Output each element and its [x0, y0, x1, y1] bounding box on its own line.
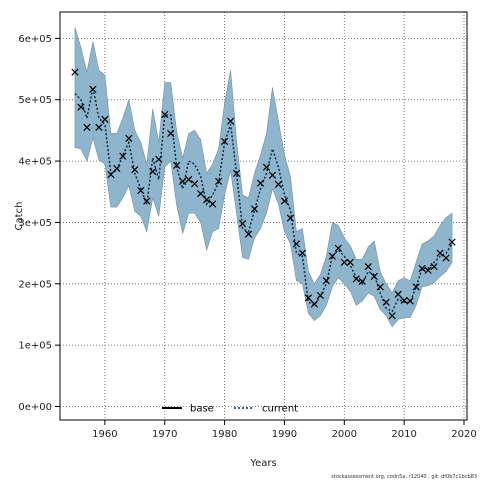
observation-point: [191, 180, 199, 188]
observation-point: [173, 161, 181, 170]
observation-point: [424, 266, 432, 274]
observation-point: [95, 123, 103, 131]
observation-point: [286, 214, 295, 222]
observation-point: [310, 300, 318, 308]
observation-point: [382, 298, 390, 306]
legend-label-base: base: [190, 404, 214, 415]
observation-point: [244, 230, 253, 238]
observation-point: [256, 179, 265, 187]
observation-point: [101, 115, 109, 123]
x-tick-label: 2000: [332, 429, 357, 440]
observation-point: [268, 171, 277, 179]
observation-point: [400, 296, 408, 304]
x-tick-label: 1960: [92, 429, 117, 440]
observation-point: [292, 240, 301, 248]
observation-point: [328, 252, 336, 260]
observation-point: [220, 137, 229, 146]
observation-point: [89, 85, 97, 93]
y-tick-label: 0e+00: [18, 402, 52, 413]
observation-point: [71, 68, 79, 76]
observation-point: [430, 262, 438, 271]
x-tick-label: 1970: [152, 429, 177, 440]
observation-point: [107, 170, 115, 179]
observation-point: [143, 197, 151, 205]
x-axis: 1960 1970 1980 1990 2000 2010 2020: [92, 420, 477, 440]
observation-point: [125, 134, 133, 143]
observation-point: [179, 177, 187, 185]
observation-point: [346, 258, 354, 266]
observation-point: [340, 258, 348, 266]
observation-point: [155, 155, 163, 163]
y-tick-label: 5e+05: [18, 95, 52, 106]
x-tick-label: 2020: [451, 429, 476, 440]
observation-point: [280, 197, 289, 205]
y-tick-label: 6e+05: [18, 34, 52, 45]
observation-point: [83, 123, 91, 131]
observation-point: [137, 186, 145, 195]
x-tick-label: 1990: [272, 429, 297, 440]
observation-point: [149, 167, 157, 176]
observation-point: [358, 277, 366, 285]
confidence-band: [74, 27, 453, 328]
observation-point: [226, 117, 235, 125]
series-points-layer: [71, 68, 456, 320]
y-axis-label: Catch: [14, 202, 25, 231]
observation-point: [274, 180, 283, 189]
y-tick-label: 4e+05: [18, 157, 52, 168]
observation-point: [370, 272, 378, 281]
plot-frame: [59, 11, 468, 421]
observation-point: [406, 297, 414, 305]
observation-point: [77, 103, 85, 111]
footnote: stockassessment.org, codn5a, r12040 , gi…: [331, 474, 477, 480]
observation-point: [334, 244, 342, 252]
observation-point: [352, 275, 360, 283]
observation-point: [316, 291, 324, 300]
observation-point: [203, 196, 211, 204]
observation-point: [161, 110, 169, 119]
legend: base current: [162, 404, 298, 415]
observation-point: [214, 177, 223, 185]
x-axis-label: Years: [249, 458, 276, 469]
observation-point: [298, 249, 307, 257]
x-tick-label: 2010: [391, 429, 416, 440]
observation-point: [250, 205, 259, 213]
observation-point: [322, 277, 330, 285]
observation-point: [197, 189, 205, 198]
x-tick-label: 1980: [212, 429, 237, 440]
observation-point: [412, 283, 420, 291]
observation-point: [131, 166, 139, 174]
observation-point: [304, 294, 313, 302]
y-tick-label: 1e+05: [18, 341, 52, 352]
confidence-band-layer: [74, 27, 453, 328]
observation-point: [388, 312, 396, 320]
observation-point: [262, 163, 271, 171]
observation-point: [113, 164, 121, 173]
observation-point: [418, 264, 426, 273]
observation-point: [394, 290, 402, 298]
observation-point: [238, 220, 247, 228]
y-tick-label: 3e+05: [18, 218, 52, 229]
observation-point: [167, 129, 175, 138]
y-tick-label: 2e+05: [18, 279, 52, 290]
y-axis: 0e+00 1e+05 2e+05 3e+05 4e+05 5e+05 6e+05: [18, 34, 60, 413]
observation-point: [436, 249, 444, 257]
observation-point: [119, 152, 127, 160]
observation-point: [376, 283, 384, 291]
observation-point: [209, 200, 217, 208]
observation-point: [442, 254, 450, 262]
observation-point: [448, 238, 456, 246]
observation-point: [232, 169, 241, 177]
observation-point: [364, 262, 372, 271]
legend-label-current: current: [262, 404, 298, 415]
observation-point: [185, 175, 193, 184]
